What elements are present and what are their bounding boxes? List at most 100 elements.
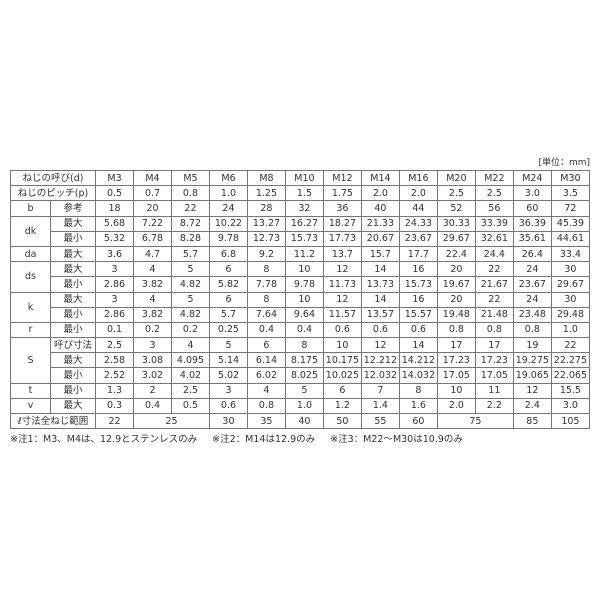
sub-label: 最大 xyxy=(49,215,97,232)
value-cell: 3.02 xyxy=(133,367,172,384)
dimension-table: ねじの呼び(d) M3 M4 M5 M6 M8 M10 M12 M14 M16 M20 M22 M24 M… xyxy=(9,169,591,430)
value-cell: 4.82 xyxy=(170,306,210,323)
value-cell: 9.64 xyxy=(284,306,324,323)
value-cell: 4.7 xyxy=(133,245,172,263)
value-cell: 5.02 xyxy=(208,367,248,384)
value-cell: 8.28 xyxy=(170,230,210,247)
value-cell: 2.4 xyxy=(512,397,552,415)
value-cell: 16.27 xyxy=(284,215,324,232)
value-cell: 2.0 xyxy=(398,185,438,202)
value-cell: 8 xyxy=(246,261,286,278)
value-cell: 11.73 xyxy=(322,276,362,293)
value-cell: 4.095 xyxy=(170,352,210,369)
value-cell: 6 xyxy=(208,261,248,278)
value-cell: 17.05 xyxy=(436,367,476,384)
value-cell: 0.6 xyxy=(398,321,438,339)
value-cell: 29.67 xyxy=(436,230,476,247)
value-cell: 2.0 xyxy=(360,185,400,202)
value-cell: 11.2 xyxy=(284,245,324,263)
value-cell: 24 xyxy=(512,291,552,308)
sub-label: 最小 xyxy=(49,321,97,339)
value-cell: 3 xyxy=(95,291,134,308)
value-cell: 52 xyxy=(436,200,476,217)
value-cell: 7.22 xyxy=(133,215,172,232)
notes: ※注1：M3、M4は、12.9とステンレスのみ ※注2：M14は12.9のみ ※… xyxy=(10,431,475,445)
value-cell: 12.73 xyxy=(246,230,286,247)
value-cell: 5.32 xyxy=(95,230,134,247)
value-cell: 3.82 xyxy=(133,306,172,323)
value-cell: 5 xyxy=(284,382,324,399)
sub-label: 最小 xyxy=(49,230,97,247)
table-row: 最大 2.58 3.08 4.095 5.14 6.14 8.175 10.175 12.212… xyxy=(11,352,591,369)
value-cell: 0.7 xyxy=(133,185,172,202)
value-cell: 20 xyxy=(133,200,172,217)
value-cell: 15.5 xyxy=(550,382,591,399)
value-cell: 15.73 xyxy=(398,276,438,293)
value-cell: 22 xyxy=(474,261,514,278)
value-cell: 21.33 xyxy=(360,215,400,232)
size-header: M20 xyxy=(436,169,476,187)
value-cell: 56 xyxy=(474,200,514,217)
size-header: M24 xyxy=(512,169,552,187)
value-cell: 1.2 xyxy=(322,397,362,415)
value-cell: 30 xyxy=(550,291,591,308)
table-row: t 最小 1.3 2 2.5 3 4 5 6 7 8 10 11 12 15.5 xyxy=(10,382,591,399)
value-cell: 44.61 xyxy=(550,230,591,247)
value-cell: 8 xyxy=(246,291,286,308)
value-cell: 10 xyxy=(436,382,476,399)
size-header: M12 xyxy=(322,169,362,187)
sub-label: 最小 xyxy=(49,367,97,384)
value-cell: 1.75 xyxy=(322,185,362,202)
length-cell: 75 xyxy=(436,412,514,430)
size-header: M16 xyxy=(398,169,438,187)
value-cell: 35.61 xyxy=(512,230,552,247)
size-header: M30 xyxy=(550,169,591,187)
value-cell: 4 xyxy=(133,291,172,308)
value-cell: 2.5 xyxy=(170,382,210,399)
value-cell: 13.57 xyxy=(360,306,400,323)
size-header: M3 xyxy=(95,169,134,187)
table-row: 最小 2.52 3.02 4.02 5.02 6.02 8.025 10.025 12.032 1… xyxy=(11,367,591,384)
value-cell: 45.39 xyxy=(550,215,591,232)
value-cell: 8.175 xyxy=(284,352,324,369)
value-cell: 5.82 xyxy=(208,276,248,293)
value-cell: 1.0 xyxy=(208,185,248,202)
group-label: ds xyxy=(10,261,51,293)
value-cell: 20 xyxy=(436,261,476,278)
value-cell: 15.57 xyxy=(398,306,438,323)
value-cell: 36.39 xyxy=(512,215,552,232)
value-cell: 3.0 xyxy=(550,397,591,415)
value-cell: 23.48 xyxy=(512,306,552,323)
value-cell: 4 xyxy=(133,261,172,278)
value-cell: 0.8 xyxy=(474,321,514,339)
value-cell: 17 xyxy=(436,337,476,354)
length-cell: 22 xyxy=(95,412,134,430)
table-row: da 最大 3.6 4.7 5.7 6.8 9.2 11.2 13.7 15.7 17.7 22.4 2… xyxy=(10,245,591,263)
length-label: ℓ寸法全ねじ範囲 xyxy=(9,412,97,430)
value-cell: 28 xyxy=(246,200,286,217)
value-cell: 0.6 xyxy=(208,397,248,415)
value-cell: 23.67 xyxy=(512,276,552,293)
value-cell: 0.8 xyxy=(246,397,286,415)
table-row: dk 最大 5.68 7.22 8.72 10.22 13.27 16.27 18.27 21.3… xyxy=(10,215,591,247)
value-cell: 6.14 xyxy=(246,352,286,369)
value-cell: 24 xyxy=(208,200,248,217)
value-cell: 1.6 xyxy=(398,397,438,415)
value-cell: 17.73 xyxy=(322,230,362,247)
value-cell: 2.58 xyxy=(95,352,134,369)
value-cell: 2.5 xyxy=(436,185,476,202)
value-cell: 3.82 xyxy=(133,276,172,293)
value-cell: 8.025 xyxy=(284,367,324,384)
sub-label: 最大 xyxy=(49,291,97,308)
value-cell: 30.33 xyxy=(436,215,476,232)
value-cell: 6.02 xyxy=(246,367,286,384)
note-2: ※注2：M14は12.9のみ xyxy=(212,434,316,445)
header-label: ねじの呼び(d) xyxy=(9,169,97,187)
value-cell: 5.7 xyxy=(170,245,210,263)
value-cell: 17.7 xyxy=(398,245,438,263)
value-cell: 0.4 xyxy=(284,321,324,339)
group-label: v xyxy=(10,397,51,415)
value-cell: 12 xyxy=(512,382,552,399)
value-cell: 18 xyxy=(95,200,134,217)
value-cell: 3 xyxy=(133,337,172,354)
